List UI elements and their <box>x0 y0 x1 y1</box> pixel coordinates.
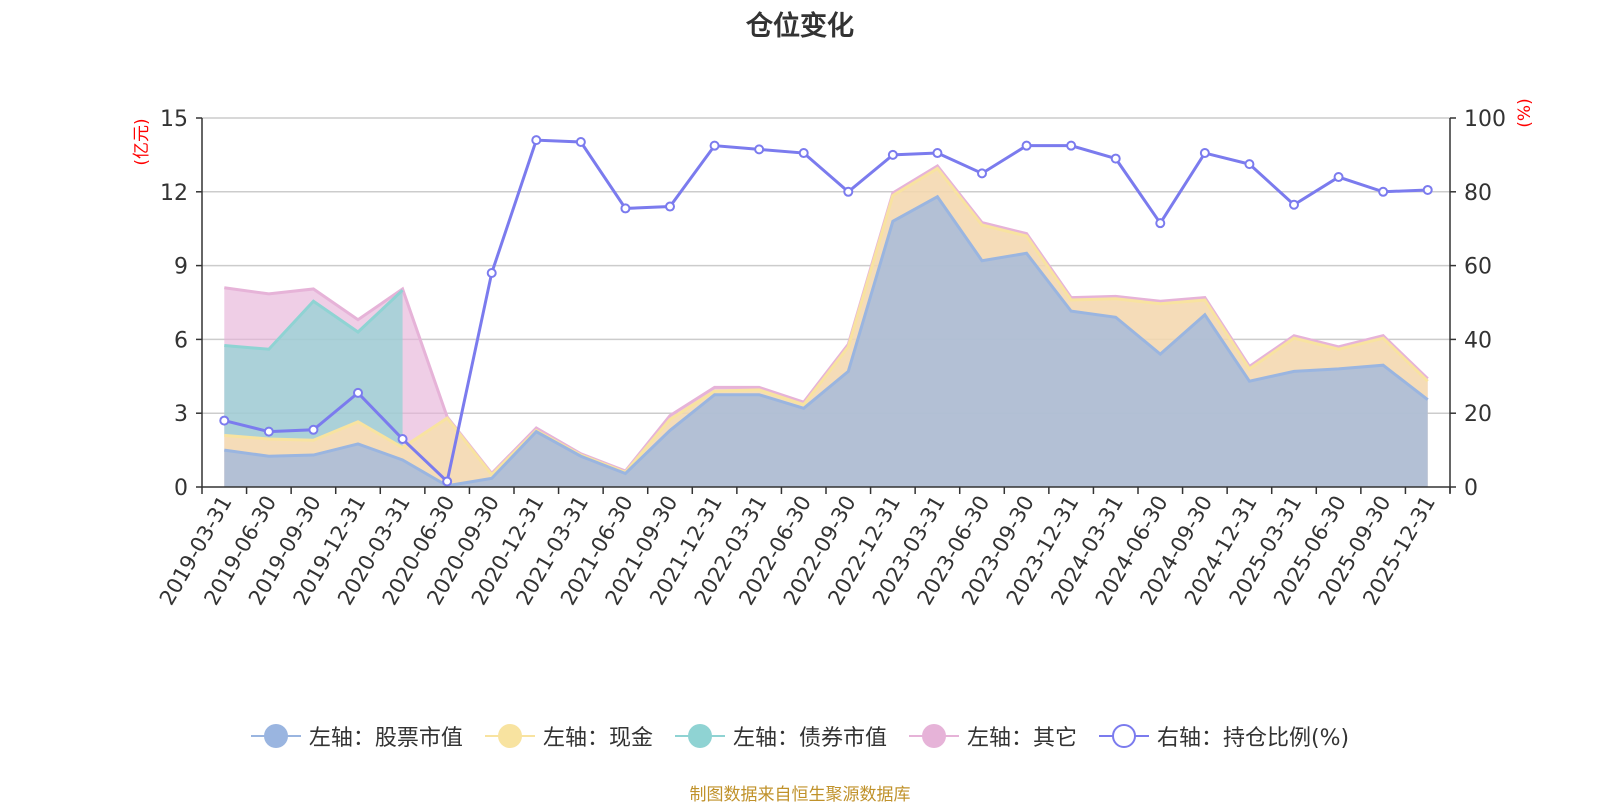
ratio-point <box>1199 148 1210 159</box>
legend-item-other[interactable]: 左轴：其它 <box>908 720 1077 752</box>
left-axis-tick-label: 0 <box>174 476 188 501</box>
area-line-cash <box>224 166 1429 477</box>
right-axis-tick-label: 100 <box>1464 107 1506 132</box>
area-bond <box>224 290 403 448</box>
ratio-line <box>223 138 1428 485</box>
ratio-point <box>798 148 809 159</box>
legend-label: 右轴：持仓比例(%) <box>1156 726 1350 751</box>
area-stock <box>224 196 1428 487</box>
ratio-point <box>620 203 631 214</box>
data-source-footer: 制图数据来自恒生聚源数据库 <box>689 785 911 805</box>
left-axis-tick-label: 9 <box>174 255 188 280</box>
ratio-point <box>1066 140 1077 151</box>
right-axis-tick-label: 20 <box>1464 402 1492 427</box>
left-axis-tick-label: 6 <box>174 328 188 353</box>
legend: 左轴：股票市值 左轴：现金 左轴：债券市值 左轴：其它 右轴：持仓比例(%) <box>0 720 1600 752</box>
right-axis-tick-label: 60 <box>1464 255 1492 280</box>
left-axis-unit: (亿元) <box>132 118 152 165</box>
ratio-point <box>1333 172 1344 183</box>
ratio-point <box>308 424 319 435</box>
filled-circle-icon <box>484 721 535 751</box>
ratio-point <box>1110 153 1121 164</box>
filled-circle-icon <box>908 721 959 751</box>
ratio-line-layer <box>219 135 1433 487</box>
hollow-circle-icon <box>1098 721 1149 751</box>
area-line-bond <box>224 289 404 351</box>
filled-circle-icon <box>674 721 725 751</box>
ratio-point <box>1289 199 1299 210</box>
chart-title: 仓位变化 <box>746 11 854 42</box>
ratio-point <box>486 267 497 278</box>
right-axis-unit: (%) <box>1515 98 1535 127</box>
ratio-point <box>977 168 987 179</box>
right-axis-tick-label: 80 <box>1464 181 1492 206</box>
area-line-stock <box>224 194 1429 488</box>
legend-label: 左轴：债券市值 <box>732 726 887 751</box>
ratio-point <box>1021 140 1032 151</box>
ratio-point <box>1155 218 1166 229</box>
stacked-areas <box>224 163 1429 488</box>
ratio-point <box>932 148 943 159</box>
legend-label: 左轴：其它 <box>966 726 1077 751</box>
legend-item-stock[interactable]: 左轴：股票市值 <box>250 720 463 752</box>
ratio-point <box>665 201 675 212</box>
ratio-point <box>843 186 854 197</box>
ratio-point <box>887 149 898 160</box>
right-axis-tick-label: 40 <box>1464 328 1492 353</box>
ratio-point <box>709 140 720 151</box>
ratio-point <box>1422 184 1433 195</box>
ratio-point <box>754 144 765 155</box>
ratio-point <box>531 135 542 146</box>
legend-label: 左轴：股票市值 <box>308 726 463 751</box>
left-axis-tick-label: 12 <box>160 181 188 206</box>
ratio-point <box>353 387 363 398</box>
legend-item-bond[interactable]: 左轴：债券市值 <box>674 720 887 752</box>
filled-circle-icon <box>250 721 301 751</box>
left-axis-tick-label: 15 <box>160 107 188 132</box>
left-axis-tick-label: 3 <box>174 402 188 427</box>
ratio-point <box>442 476 453 487</box>
ratio-point <box>575 136 586 147</box>
legend-label: 左轴：现金 <box>542 726 653 751</box>
ratio-point <box>1378 186 1389 197</box>
legend-item-ratio[interactable]: 右轴：持仓比例(%) <box>1098 720 1350 752</box>
legend-item-cash[interactable]: 左轴：现金 <box>484 720 653 752</box>
right-axis-tick-label: 0 <box>1464 476 1478 501</box>
ratio-point <box>263 426 274 437</box>
ratio-point <box>219 415 230 426</box>
ratio-point <box>397 434 408 445</box>
ratio-point <box>1244 159 1255 170</box>
